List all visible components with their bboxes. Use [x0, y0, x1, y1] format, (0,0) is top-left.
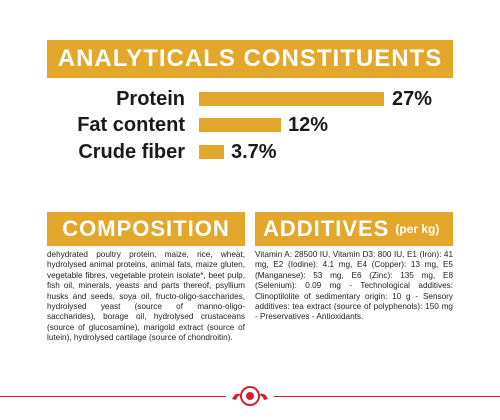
metric-value: 27% [392, 88, 433, 110]
metric-value: 3.7% [231, 141, 277, 163]
crown-logo-svg [232, 386, 268, 406]
composition-text: dehydrated poultry protein, maize, rice,… [47, 250, 245, 343]
metric-row-fat: Fat content 12% [0, 113, 500, 137]
analytics-title: ANALYTICALS CONSTITUENTS [47, 40, 453, 78]
metric-bar [199, 92, 384, 106]
additives-text: Vitamin A: 28500 IU, Vitamin D3: 800 IU,… [255, 250, 453, 322]
metric-label: Protein [116, 88, 185, 110]
additives-title: ADDITIVES (per kg) [255, 212, 453, 246]
metric-value: 12% [288, 114, 329, 136]
metric-label: Fat content [77, 114, 185, 136]
metric-bar [199, 145, 224, 159]
royal-canin-crown-logo-icon [226, 385, 274, 407]
additives-title-suffix: (per kg) [395, 222, 440, 236]
additives-title-text: ADDITIVES [263, 216, 390, 241]
metric-label: Crude fiber [78, 141, 185, 163]
metric-bar [199, 118, 281, 132]
metric-row-protein: Protein 27% [0, 87, 500, 111]
metric-row-fiber: Crude fiber 3.7% [0, 140, 500, 164]
composition-title: COMPOSITION [47, 212, 245, 246]
composition-title-text: COMPOSITION [62, 216, 230, 241]
